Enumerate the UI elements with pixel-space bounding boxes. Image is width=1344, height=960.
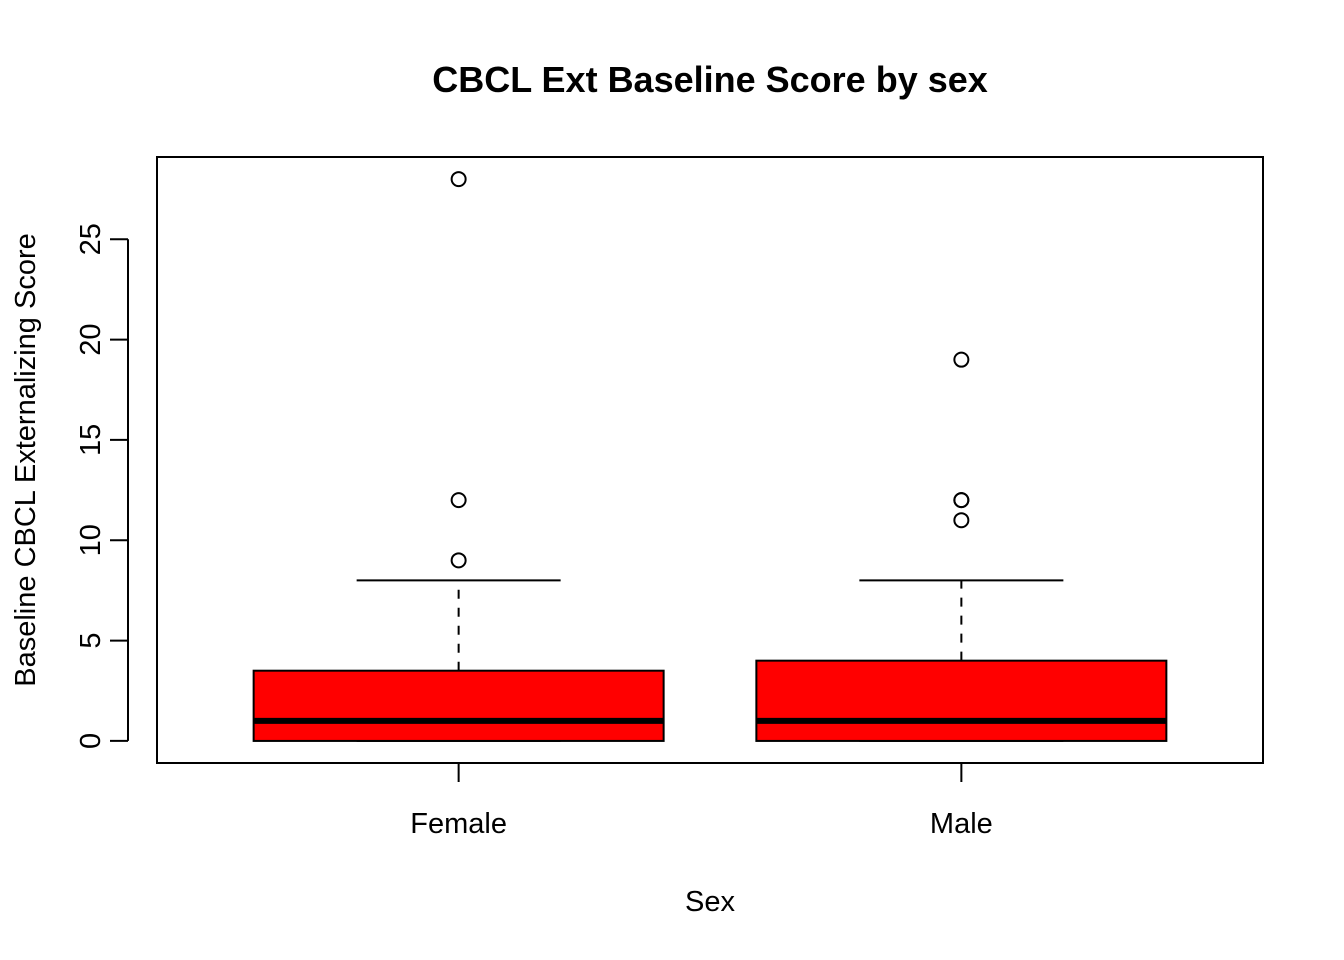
box-female (252, 171, 665, 742)
chart-title: CBCL Ext Baseline Score by sex (432, 59, 988, 100)
outlier-female-1 (450, 492, 467, 509)
box-male (755, 351, 1168, 742)
outlier-male-3 (953, 351, 970, 368)
iqr-box-male (755, 659, 1168, 742)
outlier-male-2 (953, 492, 970, 509)
iqr-box-female (252, 669, 665, 742)
y-axis: 0 5 10 15 20 25 (75, 223, 129, 749)
x-tick-label-male: Male (930, 808, 993, 840)
x-tick-label-female: Female (410, 808, 507, 840)
y-tick-label-15: 15 (75, 424, 107, 456)
outlier-female-2 (450, 171, 467, 188)
x-axis: Female Male (410, 763, 993, 840)
y-tick-label-20: 20 (75, 323, 107, 355)
y-tick-label-25: 25 (75, 223, 107, 255)
outlier-female-0 (450, 552, 467, 569)
boxes (252, 171, 1168, 742)
y-tick-label-5: 5 (75, 633, 107, 649)
y-tick-label-10: 10 (75, 524, 107, 556)
y-axis-label: Baseline CBCL Externalizing Score (10, 233, 42, 686)
plot-frame (156, 156, 1264, 764)
x-axis-label: Sex (685, 886, 735, 918)
outlier-male-0 (953, 512, 970, 529)
y-tick-label-0: 0 (75, 733, 107, 749)
